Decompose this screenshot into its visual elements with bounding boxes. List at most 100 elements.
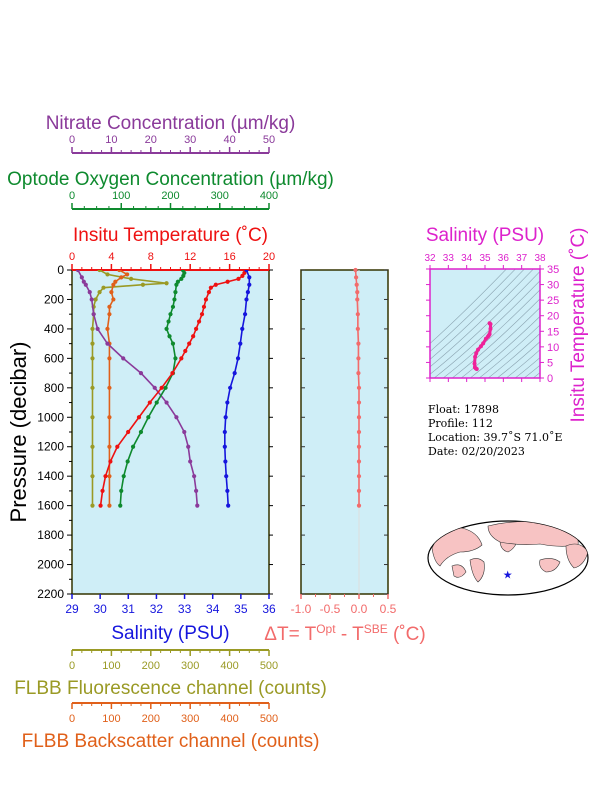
profile-chart: 0200400600800100012001400160018002000220… [6, 113, 334, 752]
salinity-point [240, 326, 245, 332]
backscatter-point [119, 275, 124, 280]
pressure-tick-label: 1800 [37, 528, 64, 542]
salinity-point [242, 312, 248, 317]
fluorescence-point [164, 281, 169, 286]
fluorescence-tick-label: 400 [220, 660, 238, 672]
ts-diagram: 32 33 34 35 36 37 38 0 5 10 15 20 25 30 35 Salinity (PS… [424, 225, 589, 423]
map-continent [487, 521, 579, 547]
temperature-axis-label: Insitu Temperature (˚C) [73, 225, 268, 246]
pressure-tick-label: 1400 [37, 469, 64, 483]
nitrate-point [182, 429, 187, 435]
salinity-tick-label: 30 [93, 602, 107, 616]
salinity-point [226, 503, 231, 508]
fluorescence-point [97, 289, 102, 295]
delta-point [356, 341, 361, 346]
nitrate-point [164, 400, 169, 405]
backscatter-point [105, 326, 110, 332]
temperature-point [206, 289, 212, 295]
ts-point [472, 365, 477, 370]
nitrate-point [152, 385, 157, 390]
world-map: ★ [427, 520, 589, 596]
backscatter-point [117, 270, 122, 273]
delta-point [356, 444, 362, 449]
nitrate-point [79, 275, 84, 280]
oxygen-point [130, 444, 136, 449]
ts-salinity-tick-label: 35 [479, 253, 491, 264]
fluorescence-point [90, 385, 95, 390]
ts-temperature-tick-label: 5 [547, 357, 553, 369]
oxygen-tick-label: 300 [211, 190, 229, 202]
backscatter-point [111, 297, 116, 302]
nitrate-point [121, 356, 126, 361]
fluorescence-point [93, 297, 98, 302]
ts-salinity-tick-label: 32 [424, 253, 436, 264]
ts-temperature-tick-label: 0 [547, 373, 553, 385]
ts-temperature-tick-label: 35 [547, 264, 559, 276]
fluorescence-point [101, 285, 106, 290]
salinity-point [224, 474, 229, 479]
delta-point [356, 459, 362, 464]
nitrate-point [186, 444, 191, 449]
salinity-point [225, 488, 230, 494]
temperature-point [236, 276, 241, 281]
pressure-axis-label: Pressure (decibar) [6, 342, 31, 523]
ts-plot-area [430, 269, 540, 378]
backscatter-point [107, 356, 112, 361]
temperature-point [159, 385, 164, 390]
oxygen-point [125, 459, 130, 464]
delta-axis-label: ΔT= TOpt - TSBE (˚C) [264, 622, 425, 645]
backscatter-point [107, 385, 112, 390]
delta-point [355, 289, 360, 295]
delta-plot-area [301, 270, 388, 594]
density-contour [430, 269, 534, 368]
nitrate-tick-label: 30 [184, 134, 196, 146]
temperature-tick-label: 12 [184, 251, 196, 263]
info-profile: Profile: 112 [428, 417, 493, 430]
nitrate-point [95, 326, 100, 332]
salinity-tick-label: 31 [122, 602, 136, 616]
oxygen-axis-label: Optode Oxygen Concentration (µm/kg) [7, 169, 334, 190]
oxygen-point [172, 297, 177, 302]
nitrate-point [174, 415, 179, 420]
ts-point [487, 321, 492, 326]
delta-point [356, 488, 362, 494]
fluorescence-point [90, 415, 95, 420]
salinity-point [225, 400, 230, 405]
float-info: Float: 17898 Profile: 112 Location: 39.7… [428, 403, 563, 458]
delta-point [356, 415, 362, 420]
delta-temperature-chart: -1.0 -0.5 0.0 0.5 ΔT= TOpt - TSBE (˚C) [264, 267, 426, 645]
salinity-point [232, 370, 237, 376]
density-contour [430, 269, 525, 360]
temperature-point [208, 285, 213, 290]
temperature-axis: 0 4 8 12 16 20 Insitu Temperature (˚C) [69, 225, 275, 271]
pressure-tick-label: 2000 [37, 558, 64, 572]
backscatter-tick-label: 400 [220, 713, 238, 725]
delta-tick-label: 0.5 [380, 602, 397, 616]
nitrate-tick-label: 0 [69, 134, 75, 146]
pressure-tick-label: 200 [44, 292, 64, 306]
fluorescence-tick-label: 200 [142, 660, 160, 672]
delta-point [356, 503, 362, 508]
pressure-tick-label: 1000 [37, 410, 64, 424]
fluorescence-point [129, 276, 134, 281]
pressure-tick-label: 1600 [37, 499, 64, 513]
delta-tick-label: 0.0 [351, 602, 368, 616]
pressure-tick-label: 1200 [37, 440, 64, 454]
density-contour [430, 269, 516, 352]
fluorescence-tick-label: 100 [102, 660, 120, 672]
oxygen-tick-label: 200 [161, 190, 179, 202]
delta-point [355, 312, 360, 317]
nitrate-point [138, 370, 144, 376]
fluorescence-point [105, 272, 110, 277]
temperature-point [115, 444, 120, 449]
ts-point [487, 332, 492, 337]
ts-point [474, 351, 479, 356]
delta-point [356, 474, 362, 479]
ts-temperature-tick-label: 15 [547, 326, 559, 338]
density-contour [430, 269, 507, 344]
map-land [431, 521, 588, 583]
temperature-series [98, 270, 248, 508]
